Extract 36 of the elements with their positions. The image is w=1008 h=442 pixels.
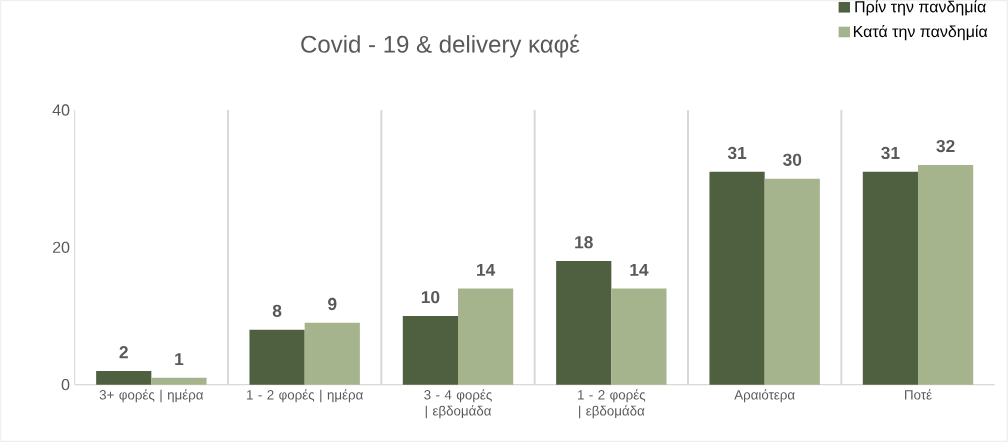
x-tick-label: 3+ φορές | ημέρα <box>99 389 204 403</box>
bar <box>458 288 514 385</box>
data-label: 2 <box>119 346 128 359</box>
x-tick-label: Ποτέ <box>905 389 932 400</box>
data-label: 10 <box>421 291 440 304</box>
bar <box>764 178 820 385</box>
legend-label: Κατά την πανδημία <box>853 24 988 41</box>
legend-label: Πρίν την πανδημία <box>855 0 986 16</box>
y-tick-label: 40 <box>52 104 70 116</box>
chart-title: Covid - 19 & delivery καφέ <box>301 34 580 58</box>
x-tick-label: 1 - 2 φορές | εβδομάδα <box>578 389 646 419</box>
bar <box>862 171 918 385</box>
data-label: 1 <box>175 353 184 366</box>
data-label: 32 <box>936 139 955 153</box>
data-label: 30 <box>783 153 802 166</box>
data-label: 14 <box>630 263 649 276</box>
y-tick-label: 0 <box>61 378 70 391</box>
bar <box>556 261 612 385</box>
x-tick-label: 3 - 4 φορές | εβδομάδα <box>424 389 492 419</box>
bar <box>611 288 667 385</box>
data-label: 9 <box>328 297 337 311</box>
bar <box>96 370 152 385</box>
x-tick-label: 1 - 2 φορές | ημέρα <box>247 389 363 403</box>
data-label: 8 <box>272 304 282 318</box>
data-label: 14 <box>477 263 496 276</box>
data-label: 31 <box>727 146 747 160</box>
bar <box>402 315 458 385</box>
bar <box>917 164 974 385</box>
bar <box>249 329 305 385</box>
bar <box>304 322 360 385</box>
y-tick-label: 20 <box>52 241 70 253</box>
x-tick-label: Αραιότερα <box>734 389 795 403</box>
data-label: 18 <box>575 236 593 249</box>
data-label: 31 <box>881 146 900 160</box>
bar <box>709 171 765 385</box>
bar <box>151 377 207 385</box>
